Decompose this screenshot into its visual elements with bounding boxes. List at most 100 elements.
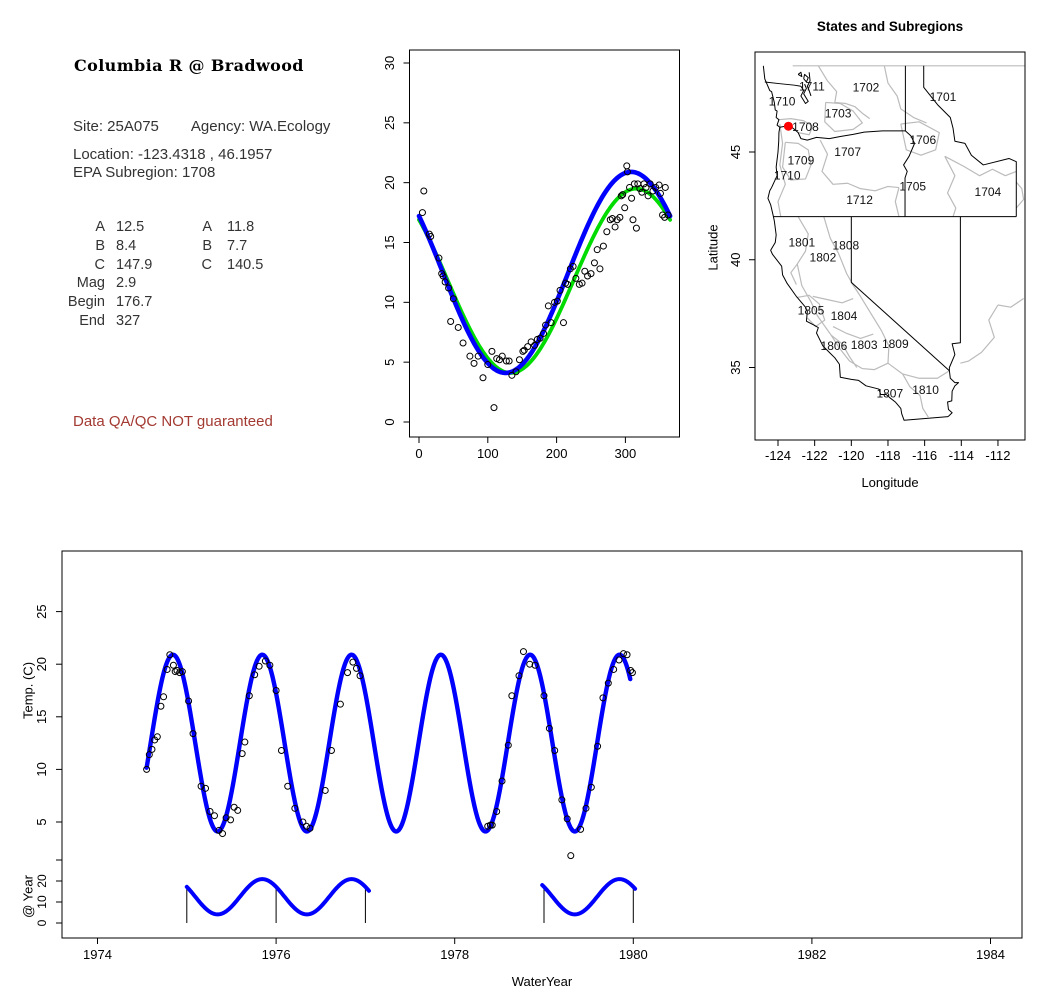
data-point xyxy=(587,783,595,791)
data-point xyxy=(616,213,624,221)
fit-param-row: Begin 176.7 xyxy=(67,294,153,311)
data-point xyxy=(638,188,646,196)
data-point xyxy=(352,664,360,672)
data-point xyxy=(646,180,654,188)
data-point xyxy=(551,746,559,754)
subregion-label: 1703 xyxy=(825,107,852,121)
data-point xyxy=(222,814,230,822)
ts-y-axis-title: Temp. (C) xyxy=(20,661,36,720)
data-point xyxy=(454,323,462,331)
state-boundary xyxy=(806,72,812,97)
subregion-label: 1711 xyxy=(799,79,825,93)
data-point xyxy=(540,692,548,700)
data-point xyxy=(628,194,636,202)
data-point xyxy=(558,796,566,804)
subregion-label: 1710 xyxy=(774,169,801,183)
data-point xyxy=(441,278,449,286)
tick-label: 45 xyxy=(728,145,743,159)
data-point xyxy=(169,661,177,669)
data-point xyxy=(519,347,527,355)
data-point xyxy=(623,168,631,176)
data-point xyxy=(508,371,516,379)
subregion-boundary xyxy=(830,334,858,368)
subregion-boundary xyxy=(778,118,814,136)
data-point xyxy=(502,357,510,365)
data-point xyxy=(284,782,292,790)
tick-label: 1976 xyxy=(262,947,291,962)
data-point xyxy=(153,733,161,741)
data-point xyxy=(227,816,235,824)
data-point xyxy=(590,259,598,267)
data-point xyxy=(498,777,506,785)
state-boundary xyxy=(923,65,1017,217)
data-point xyxy=(563,815,571,823)
data-point xyxy=(611,223,619,231)
data-point xyxy=(160,693,168,701)
data-point xyxy=(435,254,443,262)
year-panel-curve xyxy=(184,877,371,917)
data-point xyxy=(626,183,634,191)
fit-param-row: B 7.7 xyxy=(202,237,248,254)
data-point xyxy=(336,700,344,708)
fit-param-row: C 147.9 xyxy=(94,256,153,273)
subregion-label: 1804 xyxy=(831,309,858,323)
data-point xyxy=(582,804,590,812)
data-point xyxy=(656,189,664,197)
subregion-boundary xyxy=(777,123,786,217)
fit-param-row: A 11.8 xyxy=(202,219,255,235)
timeseries-chart: 1974 1976 1978 1980 1982 1984 5 10 15 20 25 0 10 20 xyxy=(34,550,1023,962)
subregion-line: EPA Subregion: 1708 xyxy=(73,164,216,181)
data-point xyxy=(166,651,174,659)
tick-label: 15 xyxy=(34,710,49,724)
state-boundary xyxy=(797,71,803,78)
data-point xyxy=(490,404,498,412)
data-point xyxy=(474,352,482,360)
data-point xyxy=(344,669,352,677)
data-point xyxy=(498,352,506,360)
subregion-boundary xyxy=(823,216,853,284)
data-point xyxy=(593,246,601,254)
tick-label: 1982 xyxy=(797,947,826,962)
tick-label: 20 xyxy=(35,874,49,888)
data-point xyxy=(185,697,193,705)
map-y-axis-title: Latitude xyxy=(705,224,721,271)
data-point xyxy=(189,730,197,738)
tick-label: 1974 xyxy=(83,947,112,962)
fit-param-row: Mag 2.9 xyxy=(76,275,137,292)
data-point xyxy=(145,751,153,759)
data-point xyxy=(604,679,612,687)
tick-label: -112 xyxy=(985,448,1010,463)
fit-curve-fit-primary xyxy=(416,169,673,376)
subregion-boundary xyxy=(1015,181,1025,209)
data-point xyxy=(664,211,672,219)
data-point xyxy=(559,319,567,327)
subregion-boundary xyxy=(812,295,854,304)
state-boundary xyxy=(762,65,949,421)
subregion-label: 1712 xyxy=(846,193,873,207)
data-point xyxy=(599,694,607,702)
data-point xyxy=(536,334,544,342)
ts-year-panel-title: @ Year xyxy=(20,875,36,918)
subregion-label: 1806 xyxy=(821,339,848,353)
data-point xyxy=(619,650,627,658)
subregion-label: 1708 xyxy=(792,120,819,134)
data-point xyxy=(531,661,539,669)
subregion-label: 1810 xyxy=(912,383,939,397)
data-point xyxy=(628,669,636,677)
data-point xyxy=(623,651,631,659)
data-point xyxy=(617,192,625,200)
data-point xyxy=(608,215,616,223)
data-point xyxy=(163,665,171,673)
station-title: Columbia R @ Bradwood xyxy=(74,56,304,75)
data-point xyxy=(484,361,492,369)
data-point xyxy=(219,830,227,838)
data-point xyxy=(439,272,447,280)
tick-label: 200 xyxy=(546,446,568,461)
data-point xyxy=(642,183,650,191)
data-point xyxy=(251,671,259,679)
data-point xyxy=(261,657,269,665)
tick-label: 20 xyxy=(382,175,397,189)
data-point xyxy=(623,162,631,170)
